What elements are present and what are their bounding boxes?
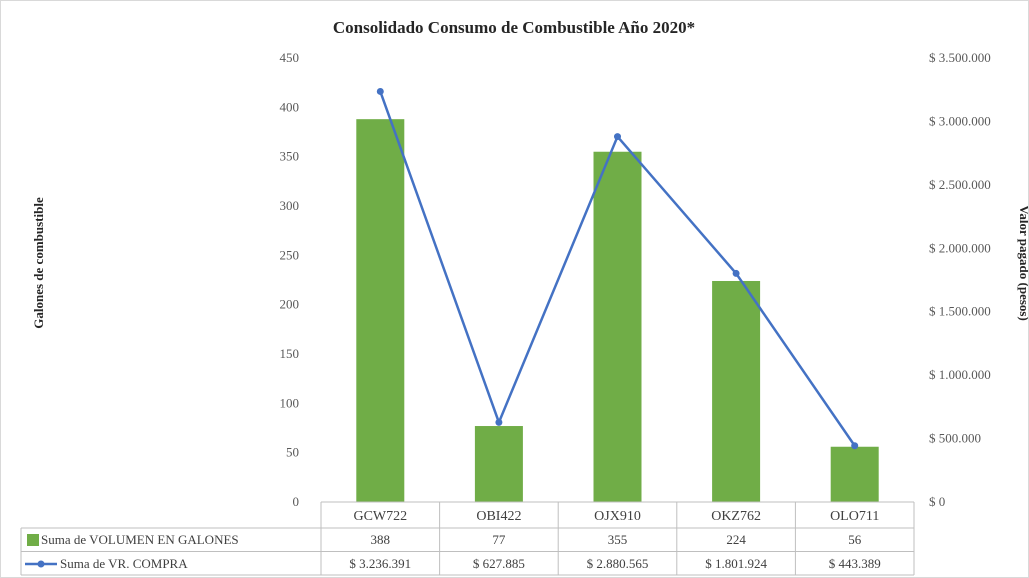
y-tick-label: 350 xyxy=(280,149,300,164)
y2-tick-label: $ 1.500.000 xyxy=(929,304,991,319)
data-label-volumen: 355 xyxy=(608,532,628,547)
y2-tick-label: $ 3.000.000 xyxy=(929,113,991,128)
y-axis-title: Galones de combustible xyxy=(31,197,46,329)
y-tick-label: 300 xyxy=(280,198,300,213)
legend-label-volumen: Suma de VOLUMEN EN GALONES xyxy=(41,532,239,547)
chart-title: Consolidado Consumo de Combustible Año 2… xyxy=(333,18,695,37)
y2-tick-label: $ 2.500.000 xyxy=(929,177,991,192)
y-tick-label: 0 xyxy=(293,494,300,509)
data-table: GCW722 OBI422 OJX910 OKZ762 OLO711 Suma de VO… xyxy=(20,501,915,576)
data-label-vr-compra: $ 443.389 xyxy=(829,556,881,571)
y-tick-label: 250 xyxy=(280,247,300,262)
y2-axis-title: Valor pagado (pesos) xyxy=(1017,205,1028,321)
legend-label-vr-compra: Suma de VR. COMPRA xyxy=(60,556,188,571)
data-label-volumen: 224 xyxy=(726,532,746,547)
line-point-OJX910 xyxy=(614,133,621,141)
line-point-OKZ762 xyxy=(732,269,740,277)
line-point-OLO711 xyxy=(851,442,859,450)
bar-OJX910 xyxy=(593,151,642,502)
x-tick-label: OBI422 xyxy=(476,509,521,524)
y2-tick-label: $ 500.000 xyxy=(929,431,981,446)
x-tick-label: GCW722 xyxy=(353,509,407,524)
data-label-volumen: 388 xyxy=(371,532,391,547)
data-label-vr-compra: $ 1.801.924 xyxy=(705,556,767,571)
y-tick-label: 100 xyxy=(280,395,300,410)
plot-area: 0 50 100 150 200 250 300 350 400 450 $ 0 $ 500.000 $… xyxy=(280,50,991,509)
y-tick-label: 200 xyxy=(280,297,300,312)
legend-marker-vr-compra xyxy=(37,560,45,568)
y-tick-label: 150 xyxy=(280,346,300,361)
legend-swatch-volumen xyxy=(27,534,39,546)
y2-tick-label: $ 1.000.000 xyxy=(929,367,991,382)
y-tick-label: 400 xyxy=(280,99,300,114)
bar-OLO711 xyxy=(830,446,879,502)
x-tick-label: OJX910 xyxy=(594,509,641,524)
line-point-OBI422 xyxy=(495,418,503,426)
y-tick-label: 50 xyxy=(286,445,299,460)
line-point-GCW722 xyxy=(376,87,384,95)
bar-OKZ762 xyxy=(712,280,761,502)
bar-OBI422 xyxy=(474,426,523,502)
y-tick-label: 450 xyxy=(280,50,300,65)
x-tick-label: OLO711 xyxy=(830,509,879,524)
y2-tick-label: $ 3.500.000 xyxy=(929,50,991,65)
data-label-vr-compra: $ 3.236.391 xyxy=(349,556,411,571)
data-label-vr-compra: $ 2.880.565 xyxy=(587,556,649,571)
y2-tick-label: $ 0 xyxy=(929,494,945,509)
data-label-volumen: 77 xyxy=(492,532,506,547)
data-label-vr-compra: $ 627.885 xyxy=(473,556,525,571)
bar-GCW722 xyxy=(356,119,405,502)
data-label-volumen: 56 xyxy=(848,532,862,547)
y2-tick-label: $ 2.000.000 xyxy=(929,240,991,255)
x-tick-label: OKZ762 xyxy=(711,509,761,524)
